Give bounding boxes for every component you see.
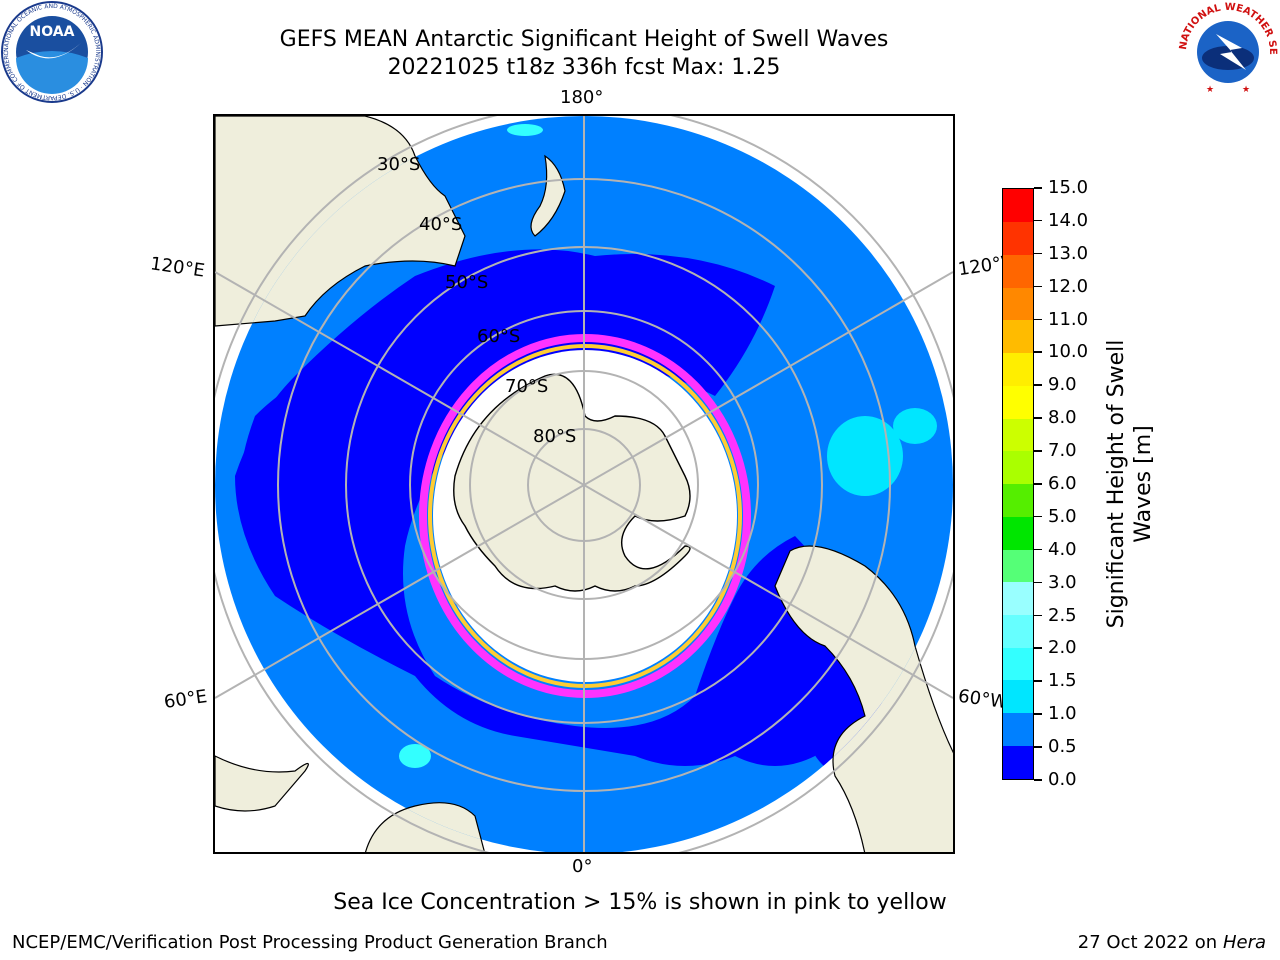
- colorbar-tick-label: 15.0: [1034, 179, 1088, 197]
- colorbar: [1002, 188, 1034, 780]
- lat-label-60s: 60°S: [477, 326, 520, 347]
- colorbar-segment: [1003, 712, 1033, 746]
- colorbar-label-line1: Significant Height of Swell: [1104, 339, 1129, 629]
- colorbar-segment: [1003, 647, 1033, 681]
- credit-host: Hera: [1222, 932, 1266, 953]
- colorbar-segment: [1003, 614, 1033, 648]
- colorbar-tick-label: 6.0: [1034, 475, 1077, 493]
- colorbar-tick-label: 3.0: [1034, 573, 1077, 592]
- credit-date: 27 Oct 2022 on: [1077, 932, 1223, 953]
- graticule: [215, 116, 953, 852]
- lat-label-70s: 70°S: [505, 376, 548, 397]
- colorbar-tick-label: 11.0: [1034, 310, 1088, 329]
- lon-label-180: 180°: [560, 87, 604, 108]
- colorbar-tick-label: 1.5: [1034, 672, 1077, 690]
- map-panel: 30°S 40°S 50°S 60°S 70°S 80°S: [213, 114, 955, 854]
- colorbar-segment: [1003, 418, 1033, 452]
- colorbar-label: Significant Height of Swell Waves [m]: [1103, 340, 1157, 629]
- nws-logo: NATIONAL WEATHER SERVICE ★ ★: [1176, 0, 1278, 98]
- colorbar-segment: [1003, 385, 1033, 419]
- colorbar-segment: [1003, 516, 1033, 550]
- lat-label-80s: 80°S: [533, 426, 576, 447]
- colorbar-tick-label: 2.0: [1034, 639, 1077, 657]
- colorbar-segment: [1003, 287, 1033, 321]
- colorbar-tick-label: 2.5: [1034, 606, 1077, 625]
- colorbar-segment: [1003, 483, 1033, 517]
- colorbar-tick-label: 1.0: [1034, 705, 1077, 723]
- lat-label-50s: 50°S: [445, 272, 488, 293]
- colorbar-segment: [1003, 745, 1033, 779]
- colorbar-tick-label: 4.0: [1034, 540, 1077, 559]
- colorbar-tick-label: 14.0: [1034, 211, 1088, 230]
- colorbar-segment: [1003, 548, 1033, 583]
- colorbar-tick-label: 10.0: [1034, 343, 1088, 361]
- colorbar-tick-label: 8.0: [1034, 409, 1077, 427]
- credit-left: NCEP/EMC/Verification Post Processing Pr…: [12, 932, 608, 953]
- colorbar-segment: [1003, 679, 1033, 714]
- colorbar-segment: [1003, 319, 1033, 354]
- colorbar-segment: [1003, 581, 1033, 615]
- chart-subtitle: 20221025 t18z 336h fcst Max: 1.25: [387, 55, 781, 80]
- lat-label-30s: 30°S: [377, 154, 420, 175]
- latitude-labels: 30°S 40°S 50°S 60°S 70°S 80°S: [377, 154, 576, 447]
- colorbar-tick-label: 9.0: [1034, 376, 1077, 394]
- noaa-logo-text: NOAA: [30, 24, 75, 40]
- lon-label-60e: 60°E: [162, 686, 209, 713]
- colorbar-segment: [1003, 221, 1033, 256]
- colorbar-tick-label: 12.0: [1034, 277, 1088, 296]
- colorbar-segment: [1003, 450, 1033, 485]
- lat-label-40s: 40°S: [419, 214, 462, 235]
- sea-ice-footnote: Sea Ice Concentration > 15% is shown in …: [333, 890, 947, 915]
- colorbar-tick-label: 0.0: [1034, 771, 1077, 789]
- colorbar-tick-label: 5.0: [1034, 507, 1077, 526]
- polar-map: 30°S 40°S 50°S 60°S 70°S 80°S: [215, 116, 953, 852]
- colorbar-segment: [1003, 352, 1033, 386]
- lon-label-0: 0°: [572, 856, 593, 877]
- colorbar-segment: [1003, 254, 1033, 288]
- colorbar-label-line2: Waves [m]: [1131, 425, 1156, 543]
- credit-right: 27 Oct 2022 on Hera: [1078, 932, 1266, 953]
- svg-text:★: ★: [1206, 85, 1214, 95]
- colorbar-tick-label: 0.5: [1034, 738, 1077, 756]
- svg-text:★: ★: [1242, 85, 1250, 95]
- noaa-logo: NATIONAL OCEANIC AND ATMOSPHERIC ADMINIS…: [0, 0, 103, 103]
- colorbar-tick-label: 13.0: [1034, 244, 1088, 263]
- colorbar-segment: [1003, 189, 1033, 223]
- chart-title: GEFS MEAN Antarctic Significant Height o…: [279, 27, 889, 52]
- lon-label-120e: 120°E: [148, 253, 206, 282]
- colorbar-tick-label: 7.0: [1034, 442, 1077, 460]
